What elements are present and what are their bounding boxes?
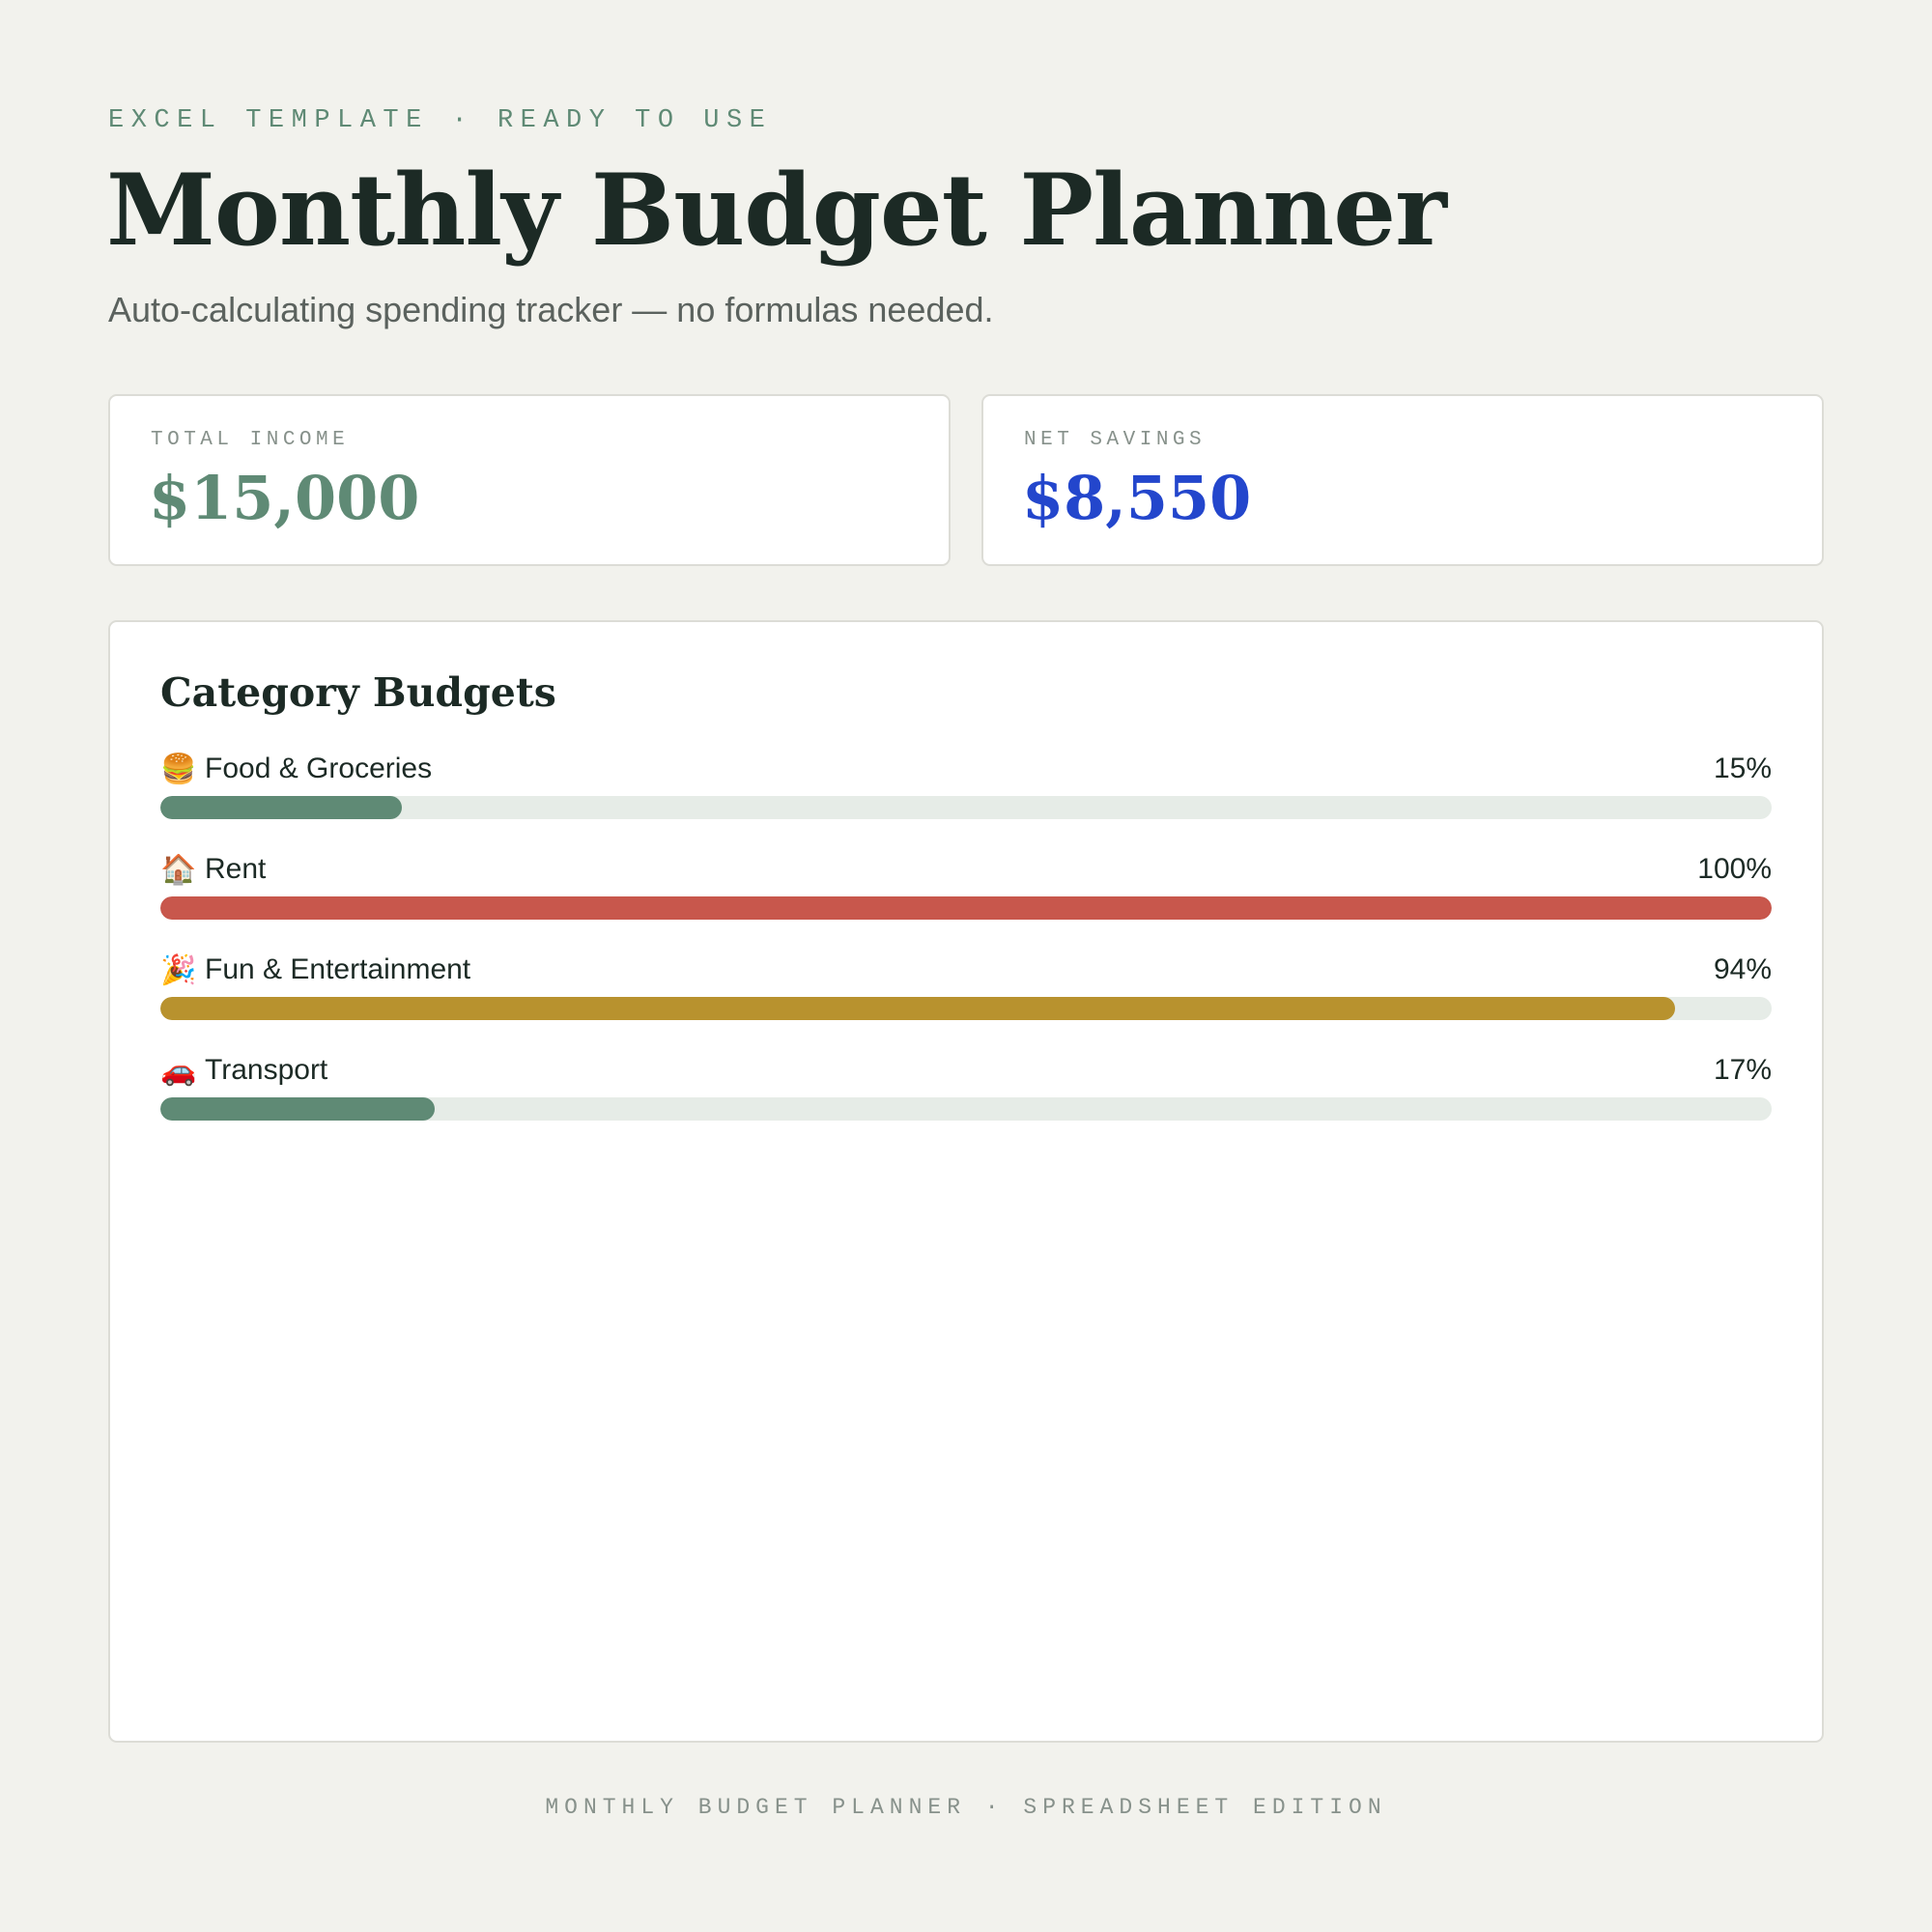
category-budgets-heading: Category Budgets (160, 669, 556, 716)
car-icon: 🚗 (160, 1054, 197, 1087)
budget-percent: 17% (1713, 1054, 1772, 1086)
budget-label: 🎉 Fun & Entertainment (160, 947, 470, 993)
net-savings-value: $8,550 (1022, 463, 1252, 533)
budget-percent: 100% (1697, 853, 1772, 885)
budget-percent: 15% (1713, 753, 1772, 784)
page-subtitle: Auto-calculating spending tracker — no f… (108, 290, 994, 329)
burger-icon: 🍔 (160, 753, 197, 785)
progress-track (160, 896, 1772, 920)
progress-fill (160, 997, 1675, 1020)
budget-label: 🍔 Food & Groceries (160, 746, 432, 792)
budget-row-rent: 🏠 Rent 100% (160, 846, 1772, 923)
progress-track (160, 997, 1772, 1020)
party-popper-icon: 🎉 (160, 953, 197, 986)
progress-track (160, 796, 1772, 819)
budget-row-transport: 🚗 Transport 17% (160, 1047, 1772, 1124)
budget-name: Fun & Entertainment (205, 953, 471, 985)
budget-name: Rent (205, 853, 267, 885)
budget-row-food: 🍔 Food & Groceries 15% (160, 746, 1772, 823)
eyebrow-label: EXCEL TEMPLATE · READY TO USE (108, 106, 773, 135)
total-income-label: TOTAL INCOME (151, 429, 350, 451)
progress-fill (160, 896, 1772, 920)
budget-label: 🏠 Rent (160, 846, 266, 893)
budget-row-fun: 🎉 Fun & Entertainment 94% (160, 947, 1772, 1024)
budget-name: Food & Groceries (205, 753, 433, 784)
budget-percent: 94% (1713, 953, 1772, 985)
footer-text: MONTHLY BUDGET PLANNER · SPREADSHEET EDI… (545, 1795, 1387, 1820)
category-budgets-card: Category Budgets 🍔 Food & Groceries 15% … (108, 620, 1824, 1743)
total-income-value: $15,000 (149, 463, 420, 533)
budget-name: Transport (205, 1054, 328, 1086)
progress-track (160, 1097, 1772, 1121)
net-savings-card: NET SAVINGS $8,550 (981, 394, 1824, 566)
net-savings-label: NET SAVINGS (1024, 429, 1207, 451)
total-income-card: TOTAL INCOME $15,000 (108, 394, 951, 566)
house-icon: 🏠 (160, 853, 197, 886)
budget-label: 🚗 Transport (160, 1047, 327, 1094)
page-title: Monthly Budget Planner (106, 153, 1447, 269)
progress-fill (160, 1097, 435, 1121)
progress-fill (160, 796, 403, 819)
